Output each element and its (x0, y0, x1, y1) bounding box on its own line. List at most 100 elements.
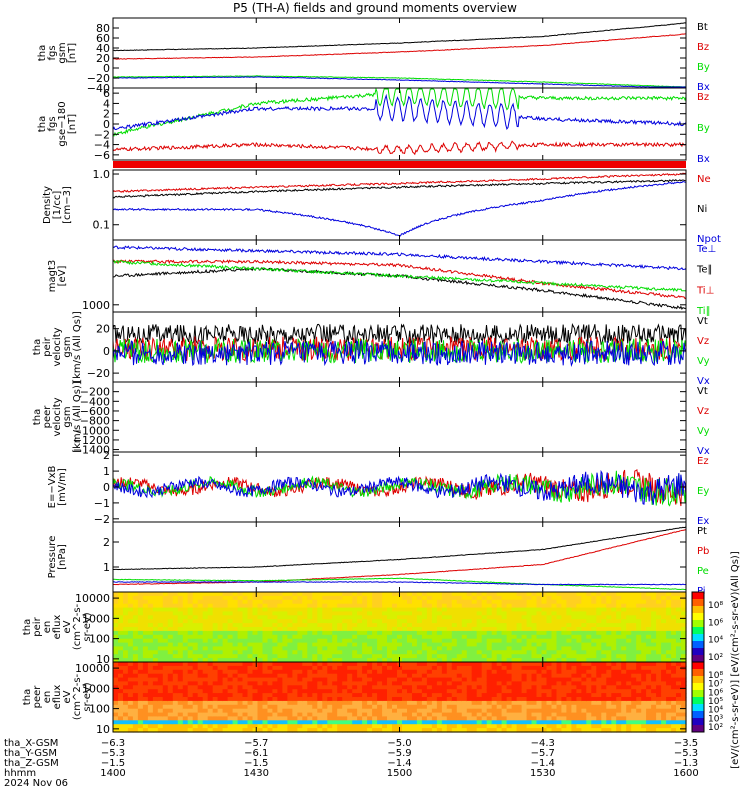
ylabel-peer_spec: eflux (52, 685, 63, 710)
ytick-label: −200 (80, 386, 110, 399)
legend-Bx: Bx (697, 154, 710, 165)
ylabel-peer_spec: sr-eV) (82, 682, 93, 711)
series-fgs_dsl-By (112, 87, 687, 137)
legend-Ey: Ey (697, 486, 709, 497)
ylabel-efield: E=−VxB (47, 466, 58, 509)
colorbar-tick: 10⁵ (708, 697, 723, 707)
ylabel-peir_vel: tha (32, 339, 43, 355)
colorbar-peir_spec: 10⁸ 10⁶ 10⁴ 10² (691, 591, 723, 663)
xaxis-row-label: tha_Z-GSM (4, 758, 59, 769)
ylabel-peer_vel: velocity (52, 397, 63, 436)
series-peir_vel-Vx (112, 340, 687, 368)
ylabel-peer_spec: tha (22, 689, 33, 705)
legend-Pb: Pb (697, 546, 709, 557)
xaxis-value: −5.9 (387, 748, 411, 759)
legend-Vx: Vx (697, 376, 710, 387)
panel-temp: 1000 magt3 [eV] Te⊥ Te∥ Ti⊥ Ti∥ (47, 239, 716, 317)
xaxis-value: −1.3 (674, 758, 698, 769)
frame-density (112, 169, 687, 241)
series-temp-Ti∥ (112, 259, 687, 292)
series-temp-Ti⊥ (112, 259, 687, 300)
xaxis-value: −4.3 (531, 738, 555, 749)
ylabel-peer_vel: peer (42, 405, 53, 429)
ytick-label: 1 (103, 561, 110, 574)
ytick-label: 0 (103, 345, 110, 358)
legend-Ex: Ex (697, 516, 709, 527)
ylabel-peir_spec: eflux (52, 615, 63, 640)
xaxis-value: −6.3 (101, 738, 125, 749)
legend-Ne: Ne (697, 174, 711, 185)
ylabel-peer_spec: en (42, 691, 53, 704)
xaxis-value: −5.3 (101, 748, 125, 759)
ylabel-peir_vel: gsm (62, 336, 73, 357)
legend-Vy: Vy (697, 356, 710, 367)
ytick-label: 2 (103, 536, 110, 549)
legend-Npot: Npot (697, 234, 721, 245)
colorbar-tick: 10² (708, 653, 723, 663)
legend-Vt: Vt (697, 386, 708, 397)
xaxis-row-label: hhmm (4, 768, 36, 779)
ytick-label: 10000 (75, 592, 110, 605)
ytick-label: −20 (87, 367, 110, 380)
ytick-label: −4 (94, 139, 110, 152)
legend-Vt: Vt (697, 316, 708, 327)
ytick-label: 10 (96, 653, 110, 666)
legend-Ni: Ni (697, 204, 707, 215)
ytick-label: 0 (103, 62, 110, 75)
ylabel-fgs_dsl: gse−180 (57, 101, 68, 146)
ylabel-pressure: Pressure (47, 536, 58, 579)
legend-Ez: Ez (697, 456, 709, 467)
ytick-label: 10 (96, 723, 110, 736)
panel-density: 1.0 0.1 Density [1/cc] [cm−3] Ne Ni Npot (42, 168, 721, 245)
series-fgs_dsl-Bx (112, 93, 687, 131)
ytick-label: 1 (103, 465, 110, 478)
xaxis-value: 1430 (244, 768, 269, 779)
ylabel-peir_spec: peir (32, 616, 43, 636)
xaxis-value: −6.1 (244, 748, 268, 759)
ylabel-density: [1/cc] (52, 191, 63, 220)
ylabel-fgs: [nT] (67, 43, 78, 63)
xaxis-value: −5.7 (244, 738, 268, 749)
chart-title: P5 (TH-A) fields and ground moments over… (233, 1, 517, 15)
colorbar-tick: 10⁴ (708, 636, 723, 646)
legend-Vx: Vx (697, 446, 710, 457)
colorbar-tick: 10⁶ (708, 688, 723, 698)
ytick-label: 0 (103, 118, 110, 131)
ytick-label: 10000 (75, 662, 110, 675)
legend-Pe: Pe (697, 566, 709, 577)
colorbar-tick: 10² (708, 723, 723, 733)
xaxis-value: −3.5 (674, 738, 698, 749)
legend-By: By (697, 62, 710, 73)
legend-Vy: Vy (697, 426, 710, 437)
xaxis-value: −1.5 (244, 758, 268, 769)
legend-Bx: Bx (697, 82, 710, 93)
legend-Bt: Bt (697, 22, 708, 33)
series-density-Ne (112, 172, 687, 193)
ytick-label: −600 (80, 405, 110, 418)
ylabel-peir_spec: (cm^2-s- (72, 603, 83, 650)
series-pressure-Pi (112, 581, 687, 586)
series-pressure-Pe (113, 577, 686, 591)
series-fgs-By (112, 75, 687, 88)
ylabel-peir_spec: eV (62, 620, 73, 633)
legend-Ti⊥: Ti⊥ (696, 285, 714, 296)
legend-Bz: Bz (697, 42, 709, 53)
legend-By: By (697, 123, 710, 134)
series-fgs_dsl-Bz (112, 140, 687, 156)
ylabel-fgs: fgs (47, 45, 58, 60)
xaxis-row-label: tha_Y-GSM (4, 748, 57, 759)
ytick-label: 0.1 (93, 219, 111, 232)
ylabel-fgs_dsl: tha (37, 116, 48, 132)
ytick-label: 2 (103, 449, 110, 462)
ytick-label: 1000 (82, 299, 110, 312)
xaxis-row-label: 2024 Nov 06 (4, 778, 68, 789)
ylabel-temp: [eV] (57, 266, 68, 287)
ytick-label: −800 (80, 415, 110, 428)
ytick-label: −2 (94, 128, 110, 141)
ytick-label: 2 (103, 108, 110, 121)
ylabel-peer_spec: (cm^2-s- (72, 673, 83, 720)
ytick-label: 1000 (82, 682, 110, 695)
